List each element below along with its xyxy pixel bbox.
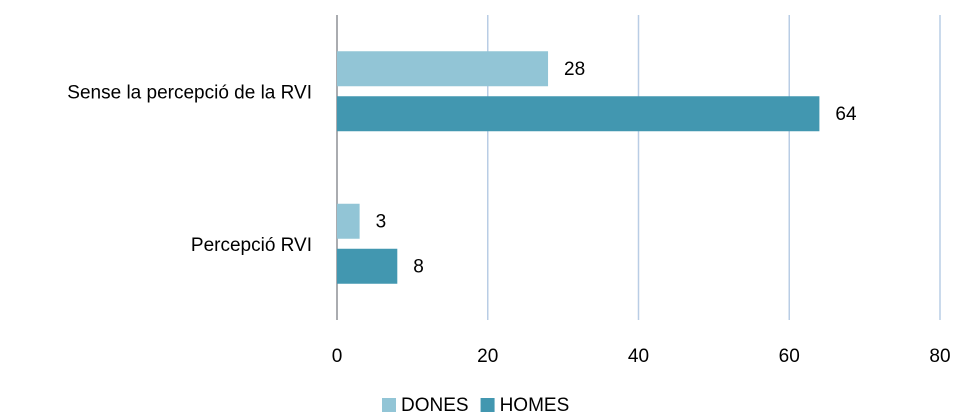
value-label: 28 [564,59,585,80]
x-tick-label: 20 [477,346,498,367]
x-tick-label: 60 [779,346,800,367]
legend-label: DONES [401,395,469,416]
bar [337,51,549,87]
bar [337,248,398,284]
x-tick-label: 80 [929,346,950,367]
legend-swatch [382,398,396,412]
bar [337,96,820,132]
bar [337,203,360,239]
value-label: 64 [835,104,857,125]
value-label: 8 [413,256,424,277]
legend-label: HOMES [500,395,570,416]
value-label: 3 [376,211,387,232]
y-tick-label: Percepció RVI [191,235,312,256]
legend-swatch [480,398,495,412]
x-tick-label: 0 [332,346,343,367]
x-tick-label: 40 [628,346,649,367]
y-tick-label: Sense la percepció de la RVI [67,82,312,103]
